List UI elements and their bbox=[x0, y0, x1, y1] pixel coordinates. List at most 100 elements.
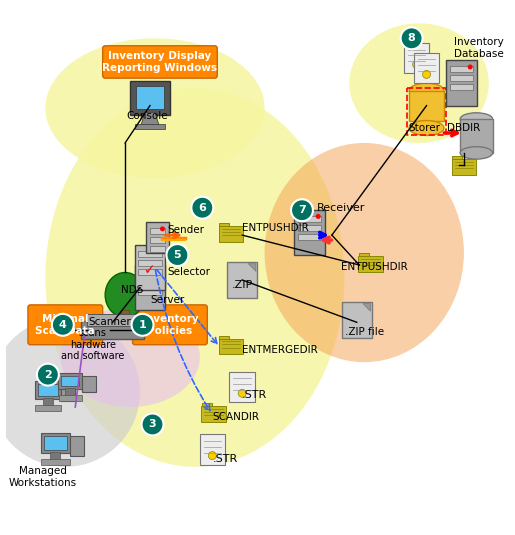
Circle shape bbox=[156, 269, 161, 274]
FancyBboxPatch shape bbox=[35, 381, 61, 399]
FancyBboxPatch shape bbox=[139, 271, 162, 277]
Circle shape bbox=[316, 214, 321, 219]
FancyBboxPatch shape bbox=[358, 256, 383, 272]
Text: Scanner: Scanner bbox=[89, 317, 131, 327]
Ellipse shape bbox=[0, 317, 140, 467]
Text: 3: 3 bbox=[149, 419, 157, 430]
FancyBboxPatch shape bbox=[38, 384, 58, 396]
FancyBboxPatch shape bbox=[453, 156, 462, 162]
FancyBboxPatch shape bbox=[61, 384, 75, 401]
Ellipse shape bbox=[45, 39, 265, 178]
Text: 6: 6 bbox=[198, 203, 207, 213]
Circle shape bbox=[156, 249, 161, 254]
Ellipse shape bbox=[460, 147, 492, 159]
FancyBboxPatch shape bbox=[82, 376, 96, 392]
FancyBboxPatch shape bbox=[70, 436, 84, 456]
FancyBboxPatch shape bbox=[50, 453, 60, 460]
Polygon shape bbox=[248, 264, 256, 271]
FancyBboxPatch shape bbox=[201, 406, 226, 422]
FancyBboxPatch shape bbox=[298, 225, 321, 231]
Text: ENTPUSHDIR: ENTPUSHDIR bbox=[341, 263, 407, 272]
FancyBboxPatch shape bbox=[135, 86, 164, 109]
Text: NDS: NDS bbox=[122, 285, 144, 295]
FancyBboxPatch shape bbox=[44, 437, 67, 450]
Text: .ZIP: .ZIP bbox=[232, 280, 253, 290]
Ellipse shape bbox=[265, 143, 464, 362]
FancyBboxPatch shape bbox=[341, 302, 372, 338]
Text: 5: 5 bbox=[174, 250, 181, 260]
FancyBboxPatch shape bbox=[446, 60, 476, 106]
Text: Inventory Display
Reporting Windows: Inventory Display Reporting Windows bbox=[102, 51, 217, 73]
Text: ENTPUSHDIR: ENTPUSHDIR bbox=[242, 223, 309, 233]
Text: Server: Server bbox=[150, 295, 184, 305]
Text: SCANDIR: SCANDIR bbox=[212, 412, 259, 422]
Ellipse shape bbox=[460, 113, 492, 125]
Ellipse shape bbox=[60, 308, 200, 407]
Text: Managed
Workstations: Managed Workstations bbox=[9, 466, 77, 487]
Circle shape bbox=[291, 199, 313, 221]
Ellipse shape bbox=[105, 272, 145, 317]
FancyBboxPatch shape bbox=[298, 216, 321, 222]
FancyBboxPatch shape bbox=[298, 234, 321, 240]
FancyBboxPatch shape bbox=[35, 405, 61, 411]
Text: Receiver: Receiver bbox=[317, 203, 365, 213]
Text: .STR: .STR bbox=[242, 389, 267, 400]
FancyBboxPatch shape bbox=[409, 90, 444, 120]
FancyBboxPatch shape bbox=[102, 46, 217, 78]
FancyBboxPatch shape bbox=[200, 434, 225, 464]
Text: Inventory
Database: Inventory Database bbox=[454, 37, 504, 59]
Ellipse shape bbox=[409, 120, 444, 135]
Text: 4: 4 bbox=[59, 320, 67, 330]
FancyBboxPatch shape bbox=[43, 398, 53, 406]
Ellipse shape bbox=[349, 24, 489, 143]
FancyBboxPatch shape bbox=[450, 85, 473, 90]
FancyBboxPatch shape bbox=[219, 339, 243, 355]
FancyBboxPatch shape bbox=[65, 388, 75, 396]
FancyBboxPatch shape bbox=[135, 265, 165, 310]
Text: Console: Console bbox=[127, 111, 168, 120]
Ellipse shape bbox=[409, 83, 444, 98]
FancyBboxPatch shape bbox=[146, 223, 169, 253]
FancyBboxPatch shape bbox=[41, 433, 70, 453]
Text: ✓: ✓ bbox=[144, 263, 156, 277]
Polygon shape bbox=[140, 112, 160, 128]
FancyBboxPatch shape bbox=[450, 75, 473, 81]
Text: Minimal
Scan Data: Minimal Scan Data bbox=[36, 314, 95, 335]
FancyBboxPatch shape bbox=[414, 53, 439, 83]
FancyBboxPatch shape bbox=[135, 245, 165, 290]
Circle shape bbox=[192, 197, 213, 219]
FancyBboxPatch shape bbox=[294, 210, 324, 255]
FancyBboxPatch shape bbox=[121, 310, 129, 330]
FancyBboxPatch shape bbox=[139, 289, 162, 295]
Text: Storer: Storer bbox=[408, 123, 440, 133]
FancyBboxPatch shape bbox=[149, 228, 165, 234]
Text: 1: 1 bbox=[139, 320, 146, 330]
FancyBboxPatch shape bbox=[139, 251, 162, 257]
FancyBboxPatch shape bbox=[134, 124, 165, 129]
FancyBboxPatch shape bbox=[219, 226, 243, 242]
Circle shape bbox=[131, 314, 153, 336]
FancyBboxPatch shape bbox=[28, 305, 102, 345]
FancyBboxPatch shape bbox=[202, 403, 212, 408]
FancyBboxPatch shape bbox=[139, 260, 162, 266]
Circle shape bbox=[413, 60, 421, 68]
FancyBboxPatch shape bbox=[149, 246, 165, 253]
FancyBboxPatch shape bbox=[58, 373, 82, 389]
Text: scans
hardware
and software: scans hardware and software bbox=[61, 328, 125, 361]
FancyBboxPatch shape bbox=[460, 119, 492, 153]
FancyBboxPatch shape bbox=[139, 269, 162, 275]
FancyBboxPatch shape bbox=[149, 238, 165, 243]
Circle shape bbox=[401, 27, 423, 49]
FancyBboxPatch shape bbox=[219, 335, 229, 341]
FancyBboxPatch shape bbox=[452, 159, 476, 175]
Text: Selector: Selector bbox=[167, 268, 211, 278]
Text: .ZIP file: .ZIP file bbox=[345, 327, 384, 337]
Text: 8: 8 bbox=[408, 33, 416, 43]
Circle shape bbox=[468, 64, 473, 70]
FancyBboxPatch shape bbox=[219, 224, 229, 229]
FancyBboxPatch shape bbox=[81, 321, 144, 339]
Circle shape bbox=[52, 314, 74, 336]
FancyBboxPatch shape bbox=[139, 280, 162, 286]
Text: 2: 2 bbox=[44, 370, 52, 380]
FancyBboxPatch shape bbox=[230, 372, 255, 402]
